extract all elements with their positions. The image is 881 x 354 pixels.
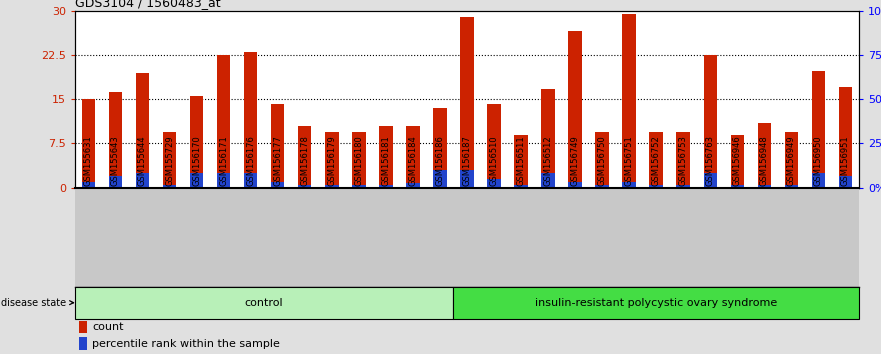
- Bar: [244, 52, 257, 188]
- Bar: [460, 170, 474, 188]
- Bar: [136, 173, 149, 188]
- Bar: [677, 132, 690, 188]
- Bar: [758, 185, 771, 188]
- Bar: [839, 176, 852, 188]
- Bar: [217, 173, 230, 188]
- Bar: [271, 104, 285, 188]
- Bar: [108, 92, 122, 188]
- Bar: [785, 132, 798, 188]
- Bar: [730, 135, 744, 188]
- Text: insulin-resistant polycystic ovary syndrome: insulin-resistant polycystic ovary syndr…: [535, 298, 777, 308]
- Bar: [596, 185, 609, 188]
- Bar: [406, 126, 419, 188]
- Bar: [730, 185, 744, 188]
- Bar: [78, 337, 87, 350]
- Bar: [298, 185, 312, 188]
- Text: GDS3104 / 1560483_at: GDS3104 / 1560483_at: [75, 0, 220, 10]
- Bar: [568, 182, 581, 188]
- Bar: [82, 99, 95, 188]
- Bar: [460, 17, 474, 188]
- Text: count: count: [93, 322, 123, 332]
- Bar: [785, 185, 798, 188]
- Bar: [433, 170, 447, 188]
- Bar: [189, 173, 204, 188]
- Bar: [352, 132, 366, 188]
- Bar: [298, 126, 312, 188]
- Bar: [325, 185, 338, 188]
- Bar: [811, 71, 825, 188]
- Bar: [515, 185, 528, 188]
- Text: disease state: disease state: [2, 298, 73, 308]
- Bar: [163, 185, 176, 188]
- Bar: [596, 132, 609, 188]
- Bar: [515, 135, 528, 188]
- Bar: [82, 182, 95, 188]
- Bar: [163, 132, 176, 188]
- Bar: [704, 173, 717, 188]
- Text: control: control: [245, 298, 284, 308]
- Bar: [433, 108, 447, 188]
- Bar: [379, 185, 393, 188]
- Bar: [136, 73, 149, 188]
- Bar: [541, 88, 555, 188]
- Bar: [811, 173, 825, 188]
- Bar: [78, 321, 87, 333]
- Bar: [271, 182, 285, 188]
- Bar: [704, 55, 717, 188]
- Bar: [325, 132, 338, 188]
- Bar: [622, 182, 636, 188]
- Bar: [244, 173, 257, 188]
- Bar: [487, 104, 500, 188]
- Bar: [454, 287, 859, 319]
- Bar: [487, 179, 500, 188]
- Bar: [541, 173, 555, 188]
- Bar: [677, 185, 690, 188]
- Bar: [622, 13, 636, 188]
- Bar: [217, 55, 230, 188]
- Bar: [649, 132, 663, 188]
- Bar: [839, 87, 852, 188]
- Text: percentile rank within the sample: percentile rank within the sample: [93, 339, 280, 349]
- Bar: [352, 185, 366, 188]
- Bar: [379, 126, 393, 188]
- Bar: [108, 176, 122, 188]
- Bar: [75, 287, 454, 319]
- Bar: [649, 185, 663, 188]
- Bar: [758, 123, 771, 188]
- Bar: [406, 183, 419, 188]
- Bar: [189, 96, 204, 188]
- Bar: [568, 31, 581, 188]
